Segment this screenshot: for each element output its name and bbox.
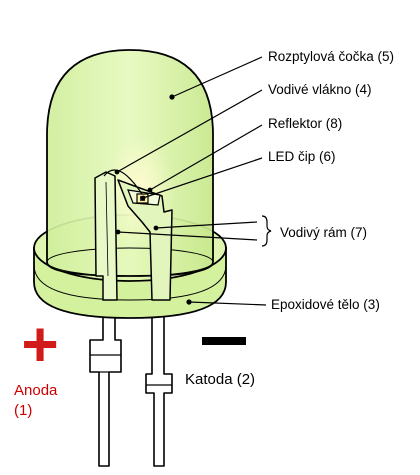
label-frame: Vodivý rám (7) bbox=[280, 225, 367, 240]
anode-leg bbox=[89, 299, 122, 467]
plus-symbol: + bbox=[21, 308, 58, 380]
callout-lines bbox=[116, 56, 267, 306]
cathode-leg bbox=[145, 299, 173, 467]
label-cathode: Katoda (2) bbox=[185, 371, 255, 388]
label-wire: Vodivé vlákno (4) bbox=[268, 82, 372, 97]
frame-brace bbox=[261, 215, 272, 247]
anode-post bbox=[94, 171, 118, 301]
minus-symbol bbox=[202, 337, 246, 345]
bond-wire bbox=[103, 169, 143, 195]
label-lens: Rozptylová čočka (5) bbox=[268, 49, 394, 64]
callout-dots bbox=[114, 94, 192, 305]
label-anode: Anoda bbox=[14, 382, 58, 399]
label-chip: LED čip (6) bbox=[268, 149, 336, 164]
label-body: Epoxidové tělo (3) bbox=[271, 297, 380, 312]
label-reflector: Reflektor (8) bbox=[268, 116, 342, 131]
label-anode-number: (1) bbox=[14, 402, 32, 419]
